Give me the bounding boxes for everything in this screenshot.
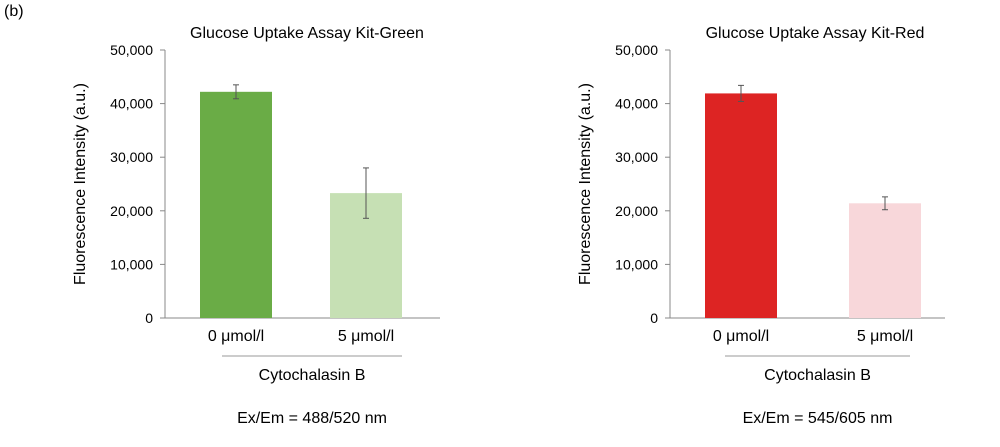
panel-label: (b)	[4, 3, 24, 20]
y-tick-label: 0	[650, 310, 658, 326]
bar-1	[200, 91, 272, 318]
chart-title: Glucose Uptake Assay Kit-Red	[706, 25, 925, 42]
y-tick-label: 40,000	[615, 96, 658, 112]
y-axis-label: Fluorescence Intensity (a.u.)	[72, 83, 89, 285]
y-tick-label: 10,000	[110, 256, 153, 272]
y-tick-label: 20,000	[615, 203, 658, 219]
y-tick-label: 20,000	[110, 203, 153, 219]
bar-2	[849, 203, 921, 318]
y-tick-label: 0	[145, 310, 153, 326]
y-axis-label: Fluorescence Intensity (a.u.)	[577, 83, 594, 285]
y-tick-label: 30,000	[615, 149, 658, 165]
category-label: 5 μmol/l	[338, 328, 394, 345]
wavelength-footnote: Ex/Em = 545/605 nm	[743, 410, 893, 427]
y-tick-label: 30,000	[110, 149, 153, 165]
chart-title: Glucose Uptake Assay Kit-Green	[190, 25, 424, 42]
bar-1	[705, 93, 777, 318]
category-label: 0 μmol/l	[713, 328, 769, 345]
group-label: Cytochalasin B	[259, 367, 366, 384]
wavelength-footnote: Ex/Em = 488/520 nm	[237, 410, 387, 427]
y-tick-label: 40,000	[110, 96, 153, 112]
y-tick-label: 50,000	[615, 42, 658, 58]
y-tick-label: 50,000	[110, 42, 153, 58]
group-label: Cytochalasin B	[764, 367, 871, 384]
category-label: 0 μmol/l	[208, 328, 264, 345]
category-label: 5 μmol/l	[857, 328, 913, 345]
y-tick-label: 10,000	[615, 256, 658, 272]
